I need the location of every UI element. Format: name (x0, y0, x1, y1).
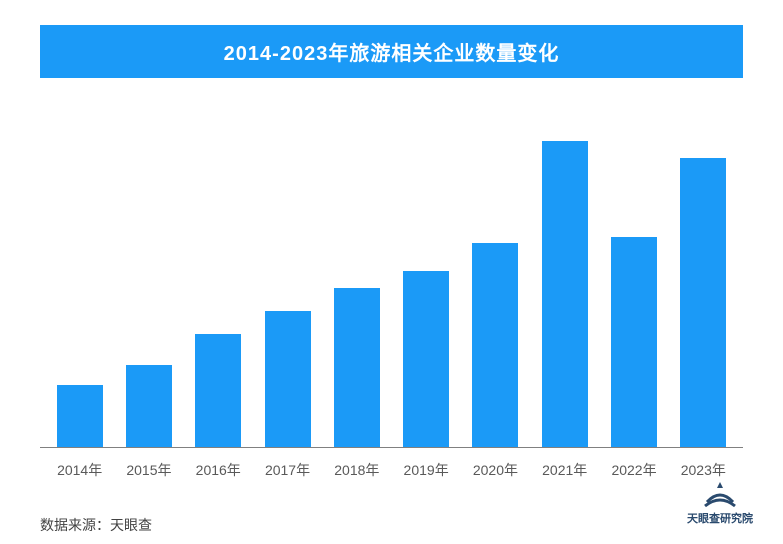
bar-group (391, 108, 460, 447)
bar-group (461, 108, 530, 447)
x-axis-label: 2023年 (669, 460, 738, 480)
bar-group (530, 108, 599, 447)
data-source: 数据来源：天眼查 (40, 515, 743, 535)
tianyancha-icon (703, 480, 737, 508)
bar-group (669, 108, 738, 447)
bar-group (253, 108, 322, 447)
bar (611, 237, 657, 447)
bar (265, 311, 311, 447)
bar-group (322, 108, 391, 447)
bar-group (599, 108, 668, 447)
bar (334, 288, 380, 447)
bar (403, 271, 449, 447)
x-axis-label: 2015年 (114, 460, 183, 480)
logo-text: 天眼查研究院 (687, 510, 753, 526)
bar (472, 243, 518, 447)
bar-chart (40, 108, 743, 448)
bar-group (114, 108, 183, 447)
bar (195, 334, 241, 447)
bar (680, 158, 726, 447)
x-axis-label: 2017年 (253, 460, 322, 480)
x-axis-label: 2016年 (184, 460, 253, 480)
bar-group (45, 108, 114, 447)
x-axis-label: 2021年 (530, 460, 599, 480)
bar (542, 141, 588, 447)
x-axis-label: 2020年 (461, 460, 530, 480)
bar (126, 365, 172, 447)
x-axis-label: 2022年 (599, 460, 668, 480)
x-axis-labels: 2014年2015年2016年2017年2018年2019年2020年2021年… (40, 460, 743, 480)
x-axis-label: 2019年 (391, 460, 460, 480)
x-axis-label: 2014年 (45, 460, 114, 480)
x-axis-label: 2018年 (322, 460, 391, 480)
chart-title: 2014-2023年旅游相关企业数量变化 (40, 25, 743, 78)
bar-group (184, 108, 253, 447)
bar (57, 385, 103, 447)
logo: 天眼查研究院 (687, 480, 753, 526)
